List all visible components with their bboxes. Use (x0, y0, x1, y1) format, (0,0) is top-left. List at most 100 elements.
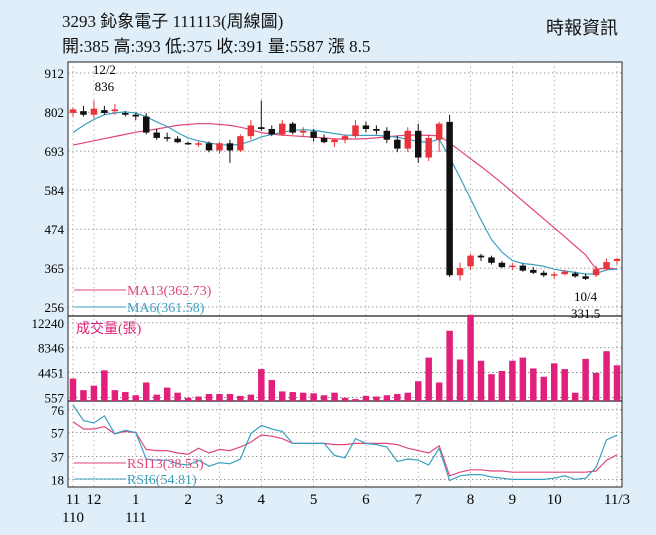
candle-body (530, 269, 537, 273)
candle-body (320, 137, 328, 143)
volume-bar (446, 330, 453, 401)
candle-body (195, 143, 202, 145)
candle-body (362, 125, 370, 130)
candle-body (341, 136, 349, 140)
volume-bar (299, 392, 307, 401)
chart-title: 3293 鈊象電子 111113(周線圖) (62, 12, 284, 31)
volume-bar (467, 314, 474, 401)
candle-body (571, 273, 579, 277)
price-tick-label: 802 (45, 105, 65, 120)
price-tick-label: 256 (45, 300, 65, 315)
volume-bar (341, 397, 349, 401)
volume-tick-label: 4451 (38, 366, 64, 381)
volume-bar (331, 392, 338, 401)
volume-bar (530, 368, 537, 401)
candle-body (142, 116, 150, 133)
x-tick-label: 10 (547, 492, 562, 508)
volume-title: 成交量(張) (76, 320, 142, 337)
candle-body (80, 111, 87, 115)
volume-bar (226, 393, 234, 401)
ma13-legend-label: MA13(362.73) (127, 284, 212, 299)
candle-body (540, 272, 548, 276)
candle-body (383, 130, 391, 140)
volume-bar (132, 395, 140, 401)
volume-bar (278, 391, 286, 401)
x-tick-label: 11 (66, 492, 80, 508)
volume-bar (69, 378, 77, 401)
volume-bar (477, 360, 485, 401)
volume-bar (414, 381, 422, 401)
volume-tick-label: 12240 (32, 316, 65, 331)
volume-bar (268, 379, 276, 401)
candle-body (278, 123, 286, 135)
volume-bar (404, 392, 412, 401)
x-tick-year-label: 110 (62, 510, 84, 526)
candle-body (90, 108, 98, 115)
candle-body (394, 139, 401, 149)
x-tick-label: 9 (509, 492, 517, 508)
candle-body (561, 271, 568, 275)
high-annotation-value: 836 (95, 79, 115, 94)
high-annotation-date: 12/2 (93, 62, 116, 77)
volume-bar (498, 370, 506, 401)
low-annotation-value: 331.5 (571, 306, 600, 321)
candle-body (446, 121, 453, 276)
candle-body (456, 268, 464, 276)
price-tick-label: 474 (45, 222, 65, 237)
volume-bar (394, 393, 401, 401)
plot-panel (67, 61, 623, 488)
ma6-legend-label: MA6(361.58) (127, 301, 205, 316)
candle-body (247, 125, 255, 137)
volume-bar (550, 363, 558, 401)
x-tick-label: 1 (132, 492, 140, 508)
volume-bar (362, 395, 370, 401)
volume-tick-label: 557 (45, 390, 65, 405)
volume-bar (153, 394, 160, 401)
candle-body (258, 127, 265, 130)
volume-bar (80, 390, 87, 401)
candle-body (613, 258, 621, 261)
price-tick-label: 693 (45, 144, 65, 159)
candle-body (582, 276, 589, 279)
candle-body (299, 130, 307, 133)
x-tick-label: 6 (362, 492, 370, 508)
volume-bar (174, 392, 181, 401)
price-tick-label: 584 (45, 183, 65, 198)
candle-body (226, 143, 234, 151)
candle-body (237, 136, 244, 151)
rsi13-legend-label: RSI13(38.53) (127, 457, 204, 472)
price-tick-label: 912 (45, 66, 65, 81)
volume-bar (571, 392, 579, 401)
x-tick-label: 11/3 (604, 492, 630, 508)
candle-body (122, 112, 129, 115)
candle-body (174, 138, 181, 143)
candle-body (352, 125, 359, 137)
volume-bar (592, 372, 600, 401)
candle-body (184, 142, 192, 145)
volume-bar (456, 359, 464, 401)
candle-body (310, 131, 317, 138)
candle-body (404, 130, 412, 149)
x-tick-label: 4 (258, 492, 266, 508)
candle-body (289, 123, 296, 133)
volume-bar (247, 394, 255, 401)
volume-bar (216, 393, 223, 401)
volume-bar (488, 374, 495, 401)
candle-body (488, 257, 495, 263)
rsi6-legend-label: RSI6(54.81) (127, 473, 197, 488)
candle-body (477, 255, 485, 258)
volume-bar (90, 385, 98, 401)
candle-body (163, 137, 171, 139)
volume-bar (163, 387, 171, 401)
volume-bar (425, 357, 432, 401)
volume-bar (237, 395, 244, 401)
volume-bar (142, 382, 150, 401)
source-label: 時報資訊 (546, 18, 618, 38)
candle-body (498, 262, 506, 268)
x-tick-label: 3 (216, 492, 224, 508)
candle-body (519, 265, 527, 271)
volume-bar (435, 382, 443, 401)
rsi-tick-label: 37 (51, 450, 65, 465)
candle-body (414, 130, 422, 158)
volume-bar (320, 395, 328, 401)
